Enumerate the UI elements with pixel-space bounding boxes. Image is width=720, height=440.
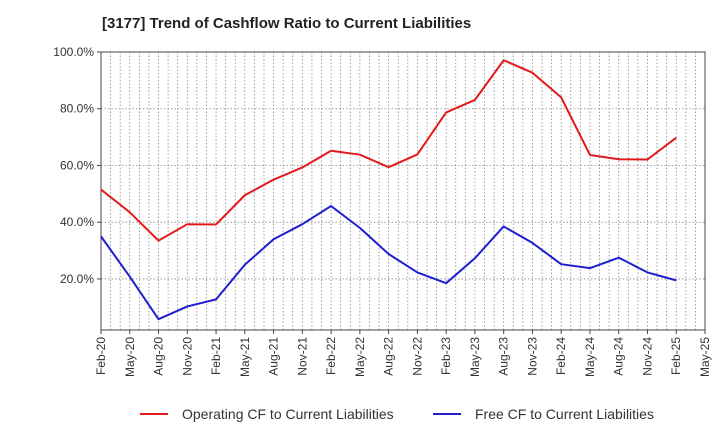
x-tick-label: Aug-22: [382, 337, 396, 376]
x-tick-label: Feb-21: [209, 337, 223, 375]
y-tick-label: 60.0%: [60, 158, 94, 172]
series-line-2: [100, 205, 677, 321]
x-axis-ticks: Feb-20 May-20 Aug-20 Nov-20 Feb-21 May-21 Aug-…: [94, 330, 712, 377]
x-tick-label: Feb-23: [439, 337, 453, 375]
x-tick-label: Aug-24: [612, 337, 626, 376]
x-tick-label: Feb-20: [94, 337, 108, 375]
plot-area: [100, 51, 706, 331]
x-tick-label: Nov-21: [295, 337, 309, 376]
x-tick-label: Feb-22: [324, 337, 338, 375]
x-tick-label: May-22: [353, 337, 367, 377]
x-tick-label: Aug-20: [152, 337, 166, 376]
y-tick-label: 40.0%: [60, 215, 94, 229]
legend-label-1: Operating CF to Current Liabilities: [182, 406, 394, 422]
y-axis-ticks: 20.0% 40.0% 60.0% 80.0% 100.0%: [53, 45, 101, 286]
series-line-1: [100, 59, 677, 242]
x-tick-label: Nov-20: [180, 337, 194, 376]
x-tick-label: Aug-21: [267, 337, 281, 376]
x-tick-label: Nov-23: [525, 337, 539, 376]
x-tick-label: Feb-25: [669, 337, 683, 375]
x-tick-label: May-23: [468, 337, 482, 377]
chart-title: [3177] Trend of Cashflow Ratio to Curren…: [102, 15, 472, 32]
y-tick-label: 100.0%: [53, 45, 94, 59]
y-tick-label: 80.0%: [60, 102, 94, 116]
x-tick-label: Nov-24: [640, 337, 654, 376]
x-tick-label: May-21: [238, 337, 252, 377]
series-layer: [100, 59, 677, 321]
x-tick-label: May-24: [583, 337, 597, 377]
x-tick-label: Nov-22: [410, 337, 424, 376]
x-tick-label: Feb-24: [554, 337, 568, 375]
y-tick-label: 20.0%: [60, 272, 94, 286]
x-tick-label: May-20: [123, 337, 137, 377]
x-tick-label: Aug-23: [497, 337, 511, 376]
grid-layer: [101, 51, 705, 330]
x-tick-label: May-25: [698, 337, 712, 377]
legend-label-2: Free CF to Current Liabilities: [475, 406, 654, 422]
legend: Operating CF to Current Liabilities Free …: [140, 406, 654, 422]
